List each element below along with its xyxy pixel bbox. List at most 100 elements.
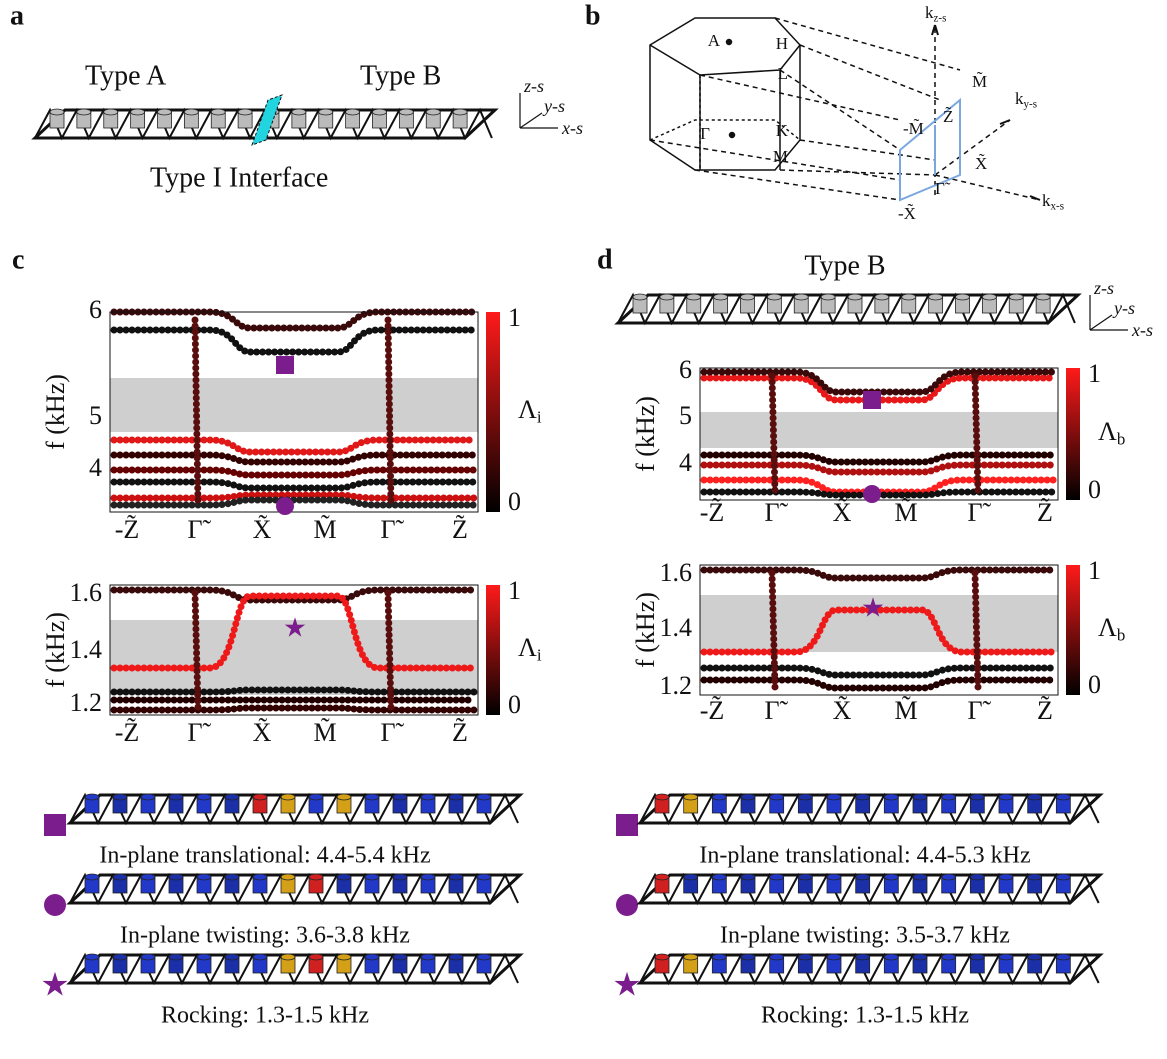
k-axis-label-sub: x-s	[1051, 200, 1065, 212]
interface-label: Type I Interface	[150, 162, 328, 193]
x-tick-label: M̃	[894, 696, 917, 725]
panel-label: c	[12, 244, 24, 275]
colorbar-tick: 1	[1088, 359, 1101, 388]
point-label: L	[778, 64, 788, 83]
band-curve	[114, 470, 474, 475]
resonator-top	[1056, 954, 1070, 960]
resonator-top	[999, 794, 1013, 800]
colorbar	[1066, 565, 1080, 695]
resonator-top	[169, 874, 183, 880]
resonator-top	[798, 794, 812, 800]
mode-caption: In-plane twisting: 3.6-3.8 kHz	[120, 923, 410, 949]
k-axis-label: ky-s	[1015, 89, 1037, 110]
resonator-top	[1056, 874, 1070, 880]
k-axis-label-sub: y-s	[1024, 98, 1038, 110]
band-curve	[704, 668, 1054, 675]
colorbar-label: Λb	[1098, 417, 1125, 448]
resonator-top	[477, 874, 491, 880]
resonator-top	[477, 794, 491, 800]
resonator-top	[393, 954, 407, 960]
x-tick-label: Γ̃	[187, 718, 211, 747]
lattice	[618, 294, 1078, 323]
mode-caption: In-plane translational: 4.4-5.4 kHz	[99, 843, 430, 869]
colorbar-label: Λb	[1098, 613, 1125, 644]
point-label: K	[776, 121, 789, 140]
resonator-top	[794, 294, 808, 300]
panel-title: Type B	[804, 250, 885, 281]
type-label: Type B	[360, 60, 441, 91]
resonator-top	[982, 294, 996, 300]
resonator-top	[113, 954, 127, 960]
resonator-top	[942, 794, 956, 800]
band-curve	[704, 680, 1054, 688]
colorbar-tick: 1	[508, 303, 521, 332]
resonator-top	[1028, 954, 1042, 960]
colorbar	[486, 312, 500, 512]
resonator-top	[913, 794, 927, 800]
resonator-top	[1056, 794, 1070, 800]
resonator-top	[131, 109, 145, 115]
x-tick-label: -Z̃	[700, 498, 725, 527]
resonator-top	[365, 874, 379, 880]
colorbar-label: Λi	[518, 633, 542, 664]
resonator-top	[113, 794, 127, 800]
resonator-top	[421, 794, 435, 800]
band-curve	[704, 465, 1054, 472]
y-axis-label: f (kHz)	[631, 396, 660, 472]
resonator-top	[970, 874, 984, 880]
resonator-top	[741, 874, 755, 880]
panel-label: b	[585, 0, 601, 31]
colorbar-tick: 0	[508, 487, 521, 516]
axis-name: x-s	[1131, 320, 1153, 340]
mode-marker-square	[276, 356, 294, 374]
lattice	[640, 954, 1100, 983]
resonator-top	[85, 794, 99, 800]
gap-band	[110, 378, 478, 432]
resonator-top	[999, 954, 1013, 960]
panel-label: d	[597, 244, 613, 275]
band-curve	[114, 708, 474, 710]
resonator-top	[197, 874, 211, 880]
resonator-top	[453, 109, 467, 115]
resonator-top	[238, 109, 252, 115]
band-curve	[114, 690, 474, 692]
resonator-top	[346, 109, 360, 115]
colorbar-label-sub: b	[1117, 429, 1125, 448]
x-tick-label: M̃	[894, 498, 917, 527]
mode-marker-circle	[276, 497, 294, 515]
resonator-top	[281, 794, 295, 800]
mode-caption: In-plane twisting: 3.5-3.7 kHz	[720, 923, 1010, 949]
resonator-top	[337, 874, 351, 880]
resonator-top	[821, 294, 835, 300]
band-curve	[388, 320, 391, 504]
resonator-top	[942, 874, 956, 880]
resonator-top	[158, 109, 172, 115]
colorbar	[486, 585, 500, 715]
mode-marker-square	[44, 814, 66, 836]
resonator-top	[741, 294, 755, 300]
colorbar-label-base: Λ	[1098, 417, 1117, 446]
resonator-top	[85, 874, 99, 880]
colorbar-tick: 0	[1088, 475, 1101, 504]
resonator-top	[393, 874, 407, 880]
x-tick-label: Γ̃	[380, 718, 404, 747]
mode-marker-circle	[616, 894, 638, 916]
resonator-top	[848, 294, 862, 300]
lattice	[70, 874, 520, 903]
resonator-top	[770, 954, 784, 960]
surface-point-label: Γ̃	[935, 179, 951, 198]
mode-caption: Rocking: 1.3-1.5 kHz	[161, 1003, 369, 1029]
y-tick-label: 1.6	[660, 558, 693, 587]
resonator-top	[281, 954, 295, 960]
resonator-top	[902, 294, 916, 300]
y-axis-label: f (kHz)	[631, 592, 660, 668]
colorbar-label: Λi	[518, 395, 542, 426]
y-tick-label: 1.2	[660, 671, 693, 700]
x-tick-label: Γ̃	[967, 696, 991, 725]
resonator-top	[684, 794, 698, 800]
resonator-top	[687, 294, 701, 300]
resonator-top	[884, 794, 898, 800]
band-curve	[195, 593, 198, 707]
resonator-top	[393, 794, 407, 800]
resonator-top	[50, 109, 64, 115]
